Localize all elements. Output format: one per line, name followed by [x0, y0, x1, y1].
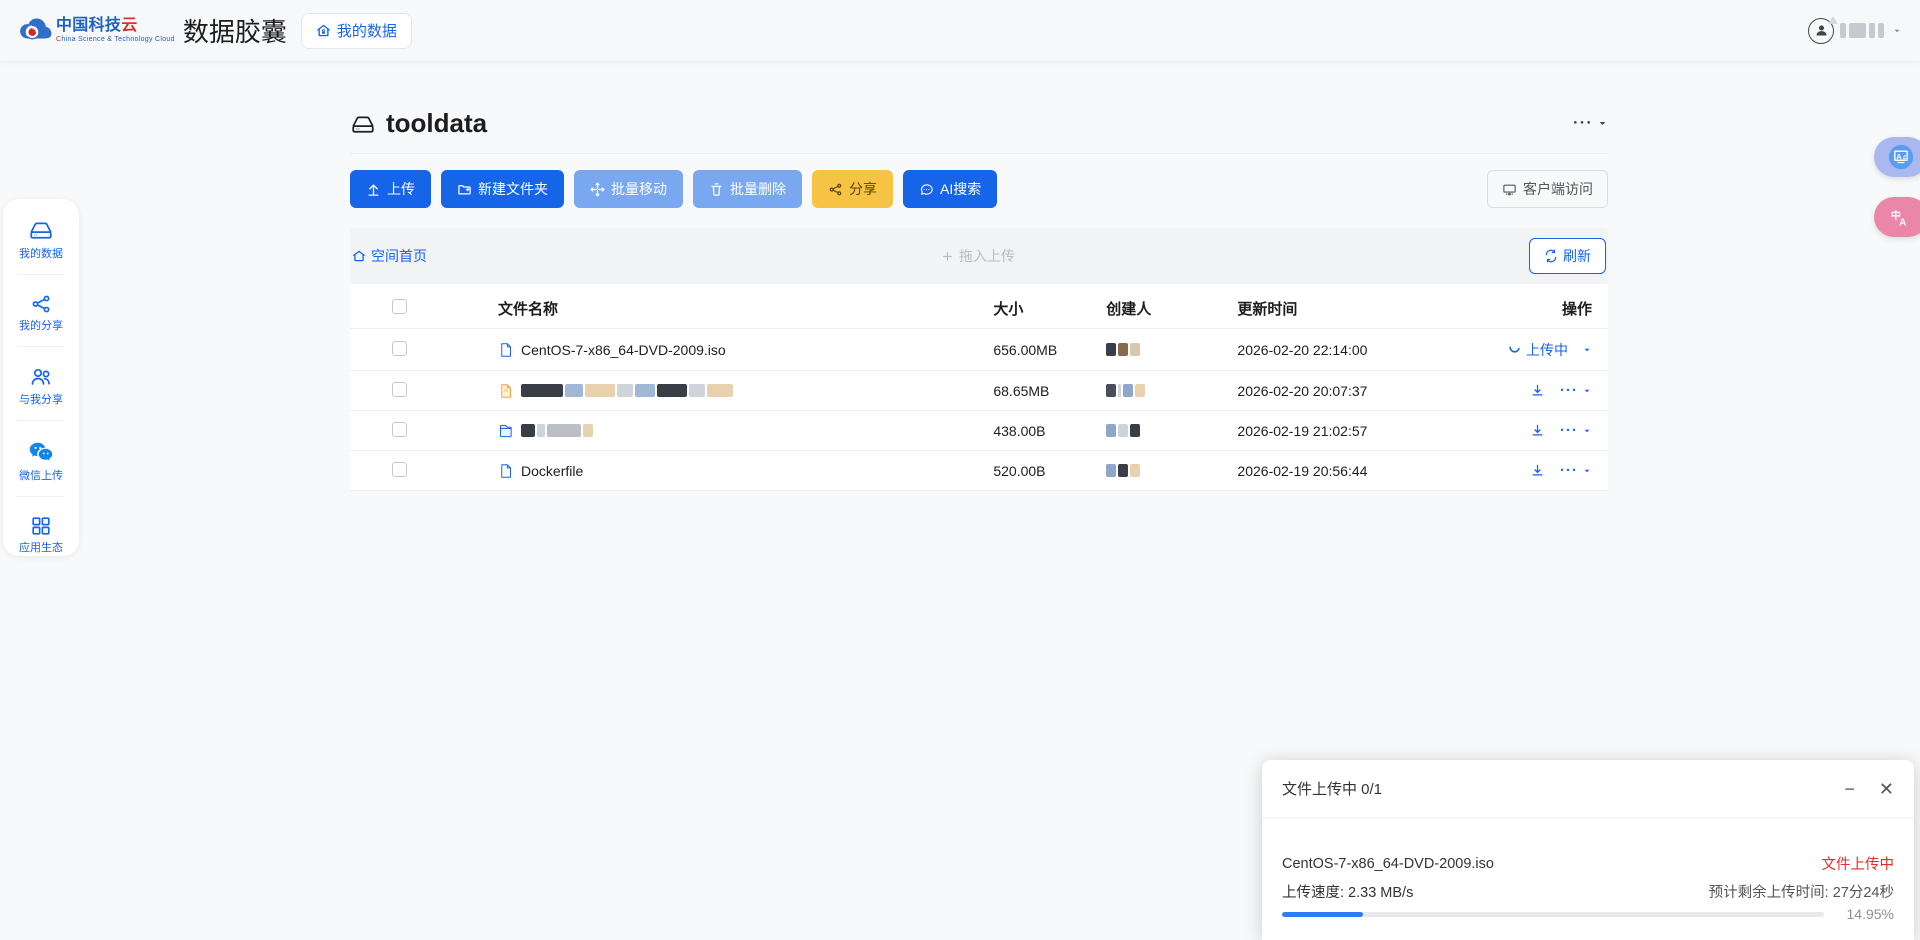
svg-text:A: A [1896, 152, 1902, 161]
svg-text:.sh: .sh [503, 388, 508, 392]
svg-text:A: A [1899, 217, 1907, 228]
